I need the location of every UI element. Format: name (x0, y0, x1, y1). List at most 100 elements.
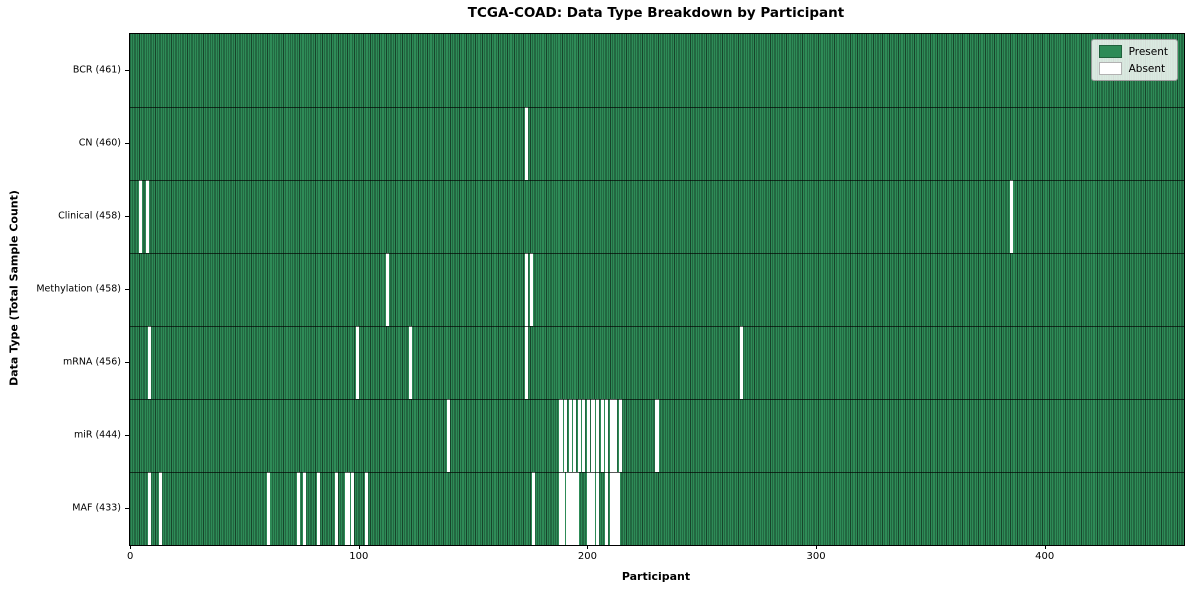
absent-stripe (612, 472, 616, 545)
y-tick-label: BCR (461) (72, 64, 121, 75)
y-tick-label: miR (444) (73, 429, 121, 440)
row-separator (130, 472, 1184, 473)
absent-stripe (582, 399, 586, 472)
absent-stripe (559, 472, 563, 545)
absent-stripe (570, 472, 574, 545)
y-tick-label: Clinical (458) (58, 210, 121, 221)
y-tick-label: MAF (433) (72, 502, 121, 513)
y-tick-label: Methylation (458) (36, 283, 121, 294)
plot-area: Present Absent (129, 33, 1185, 546)
absent-stripe (408, 326, 412, 399)
x-tick-label: 200 (577, 551, 597, 562)
absent-stripe (575, 472, 579, 545)
x-axis-label: Participant (621, 570, 691, 583)
absent-stripe (346, 472, 350, 545)
absent-stripe (317, 472, 321, 545)
absent-stripe (529, 253, 533, 326)
row-band-maf (130, 472, 1184, 545)
absent-stripe (266, 472, 270, 545)
absent-stripe (525, 326, 529, 399)
absent-stripe (614, 472, 618, 545)
absent-stripe (385, 253, 389, 326)
row-band-methylation (130, 253, 1184, 326)
absent-stripe (596, 472, 600, 545)
y-tick-mark (125, 142, 129, 144)
legend-item-present: Present (1098, 45, 1168, 58)
absent-stripe (616, 472, 620, 545)
absent-stripe (618, 399, 622, 472)
row-separator (130, 253, 1184, 254)
absent-stripe (447, 399, 451, 472)
absent-stripe (147, 472, 151, 545)
absent-stripe (600, 399, 604, 472)
absent-stripe (568, 472, 572, 545)
absent-stripe (609, 399, 613, 472)
absent-stripe (355, 326, 360, 399)
absent-stripe (344, 472, 348, 545)
absent-stripe (559, 399, 563, 472)
absent-stripe (573, 399, 577, 472)
absent-stripe (147, 326, 151, 399)
x-tick-mark (587, 545, 589, 549)
absent-stripe (609, 472, 613, 545)
row-band-clinical (130, 180, 1184, 253)
absent-stripe (605, 399, 609, 472)
y-tick-mark (125, 361, 129, 363)
absent-stripe (655, 399, 659, 472)
absent-stripe (525, 107, 529, 180)
legend: Present Absent (1090, 39, 1178, 81)
y-tick-mark (125, 69, 129, 71)
absent-stripe (568, 399, 572, 472)
absent-stripe (586, 399, 590, 472)
x-tick-mark (816, 545, 818, 549)
absent-stripe (303, 472, 307, 545)
chart-title: TCGA-COAD: Data Type Breakdown by Partic… (467, 5, 845, 21)
absent-stripe (596, 399, 600, 472)
x-tick-label: 300 (806, 551, 826, 562)
row-band-mir (130, 399, 1184, 472)
absent-stripe (605, 472, 609, 545)
legend-label-present: Present (1128, 45, 1168, 58)
y-tick-label: mRNA (456) (62, 356, 121, 367)
absent-stripe (612, 399, 616, 472)
absent-stripe (740, 326, 744, 399)
x-tick-label: 400 (1035, 551, 1055, 562)
y-tick-mark (125, 288, 129, 290)
row-band-bcr (130, 34, 1184, 107)
x-tick-label: 0 (126, 551, 134, 562)
y-tick-label: CN (460) (78, 137, 121, 148)
x-tick-mark (130, 545, 132, 549)
absent-stripe (159, 472, 163, 545)
x-tick-label: 100 (349, 551, 369, 562)
absent-stripe (296, 472, 300, 545)
absent-stripe (564, 399, 568, 472)
row-separator (130, 107, 1184, 108)
absent-stripe (573, 472, 577, 545)
absent-stripe (365, 472, 369, 545)
absent-stripe (614, 399, 618, 472)
absent-stripe (591, 472, 595, 545)
row-separator (130, 326, 1184, 327)
absent-stripe (561, 472, 565, 545)
absent-stripe (589, 472, 593, 545)
y-tick-mark (125, 434, 129, 436)
y-tick-mark (125, 215, 129, 217)
row-separator (130, 180, 1184, 181)
row-separator (130, 399, 1184, 400)
y-tick-mark (125, 507, 129, 509)
row-band-mrna (130, 326, 1184, 399)
absent-stripe (351, 472, 355, 545)
absent-stripe (1009, 180, 1013, 253)
absent-stripe (145, 180, 149, 253)
x-tick-mark (1044, 545, 1046, 549)
absent-stripe (566, 472, 570, 545)
x-tick-mark (358, 545, 360, 549)
absent-stripe (531, 472, 536, 545)
row-band-cn (130, 107, 1184, 180)
absent-stripe (335, 472, 339, 545)
absent-stripe (591, 399, 595, 472)
legend-item-absent: Absent (1098, 62, 1168, 75)
legend-swatch-absent-icon (1098, 62, 1122, 75)
legend-swatch-present-icon (1098, 45, 1122, 58)
